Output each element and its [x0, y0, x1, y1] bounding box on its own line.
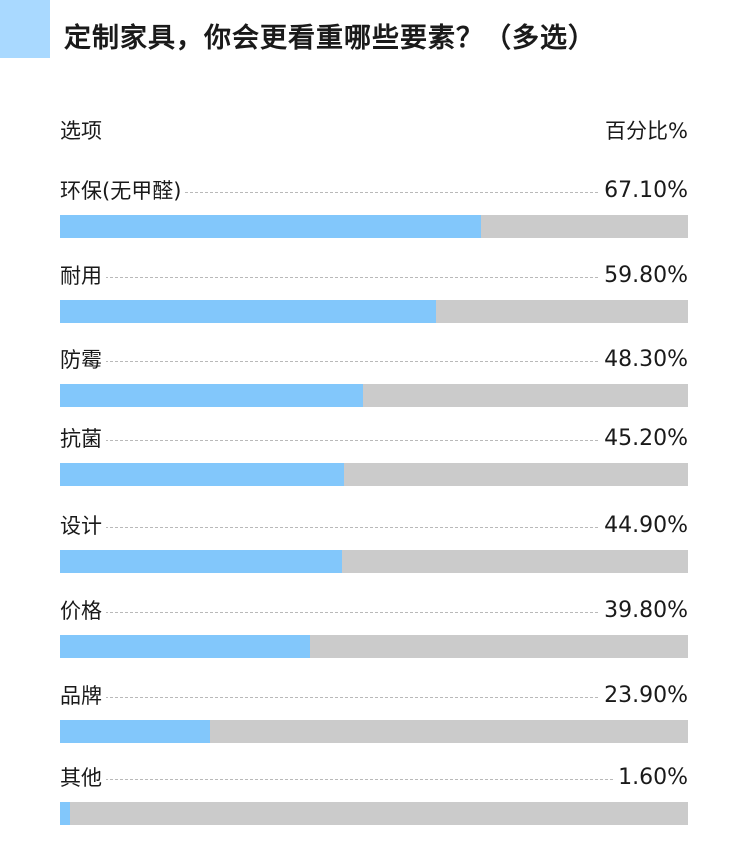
category-label: 其他 [60, 764, 106, 792]
bar-row: 环保(无甲醛) 67.10% [60, 177, 688, 239]
value-label: 67.10% [600, 177, 688, 205]
bar-row: 设计 44.90% [60, 512, 688, 574]
dotted-leader-line [60, 612, 688, 613]
value-label: 1.60% [614, 764, 688, 792]
title-accent-marker [0, 0, 50, 58]
dotted-leader-line [60, 361, 688, 362]
category-label: 防霉 [60, 346, 106, 374]
bar-fill [60, 463, 344, 486]
bar-track [60, 463, 688, 486]
category-label: 设计 [60, 512, 106, 540]
options-column-header: 选项 [60, 119, 102, 143]
bar-track [60, 720, 688, 743]
bar-fill [60, 802, 71, 825]
bar-fill [60, 720, 211, 743]
category-label: 环保(无甲醛) [60, 177, 186, 205]
bar-row: 价格 39.80% [60, 597, 688, 659]
dotted-leader-line [60, 192, 688, 193]
bar-row: 防霉 48.30% [60, 346, 688, 408]
category-label: 价格 [60, 597, 106, 625]
bar-row: 品牌 23.90% [60, 682, 688, 744]
bar-fill [60, 300, 436, 323]
bar-fill [60, 215, 482, 238]
dotted-leader-line [60, 440, 688, 441]
value-label: 45.20% [600, 425, 688, 453]
value-label: 44.90% [600, 512, 688, 540]
dotted-leader-line [60, 779, 688, 780]
dotted-leader-line [60, 277, 688, 278]
percent-column-header: 百分比% [605, 119, 688, 143]
category-label: 耐用 [60, 262, 106, 290]
bar-row: 抗菌 45.20% [60, 425, 688, 487]
bar-track [60, 635, 688, 658]
bar-fill [60, 635, 310, 658]
value-label: 23.90% [600, 682, 688, 710]
bar-track [60, 550, 688, 573]
bar-track [60, 802, 688, 825]
value-label: 48.30% [600, 346, 688, 374]
bar-row: 其他 1.60% [60, 764, 688, 826]
bar-track [60, 300, 688, 323]
bar-track [60, 215, 688, 238]
dotted-leader-line [60, 697, 688, 698]
value-label: 39.80% [600, 597, 688, 625]
bar-track [60, 384, 688, 407]
bar-fill [60, 384, 364, 407]
chart-title: 定制家具，你会更看重哪些要素？（多选） [64, 23, 596, 54]
dotted-leader-line [60, 527, 688, 528]
category-label: 抗菌 [60, 425, 106, 453]
bar-fill [60, 550, 342, 573]
bar-row: 耐用 59.80% [60, 262, 688, 324]
category-label: 品牌 [60, 682, 106, 710]
value-label: 59.80% [600, 262, 688, 290]
